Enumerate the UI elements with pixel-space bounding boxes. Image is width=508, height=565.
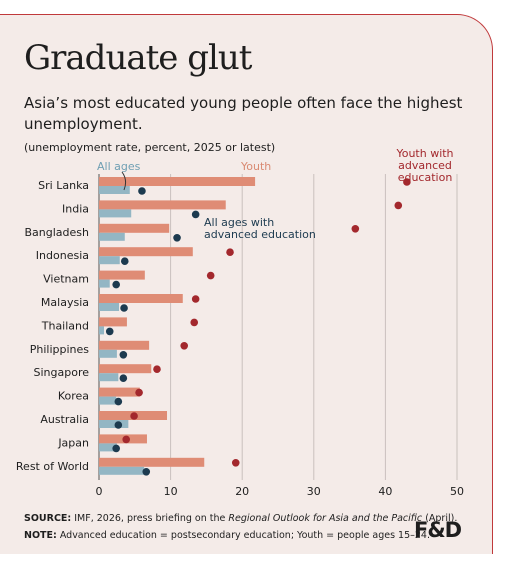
bar	[99, 443, 117, 452]
bar	[99, 317, 127, 327]
x-tick-label: 40	[378, 485, 392, 498]
y-tick-label: Thailand	[41, 319, 89, 332]
bar	[99, 364, 152, 374]
bar	[99, 326, 105, 335]
dot	[119, 374, 128, 383]
bar	[99, 387, 140, 397]
x-tick-label: 20	[235, 485, 249, 498]
bar	[99, 466, 145, 475]
dot	[191, 295, 200, 303]
y-tick-label: Singapore	[34, 366, 90, 379]
dot	[173, 234, 181, 242]
bar	[99, 294, 183, 303]
dot	[153, 365, 161, 374]
dot	[231, 459, 240, 467]
dot	[142, 468, 151, 476]
bar	[99, 373, 119, 382]
bar	[99, 270, 145, 280]
y-tick-label: Rest of World	[16, 460, 89, 473]
y-tick-label: Australia	[40, 413, 89, 426]
source-end: (April).	[425, 513, 458, 524]
x-tick-label: 10	[164, 485, 178, 498]
dot	[122, 435, 131, 444]
unit-note: (unemployment rate, percent, 2025 or lat…	[24, 141, 276, 154]
y-tick-label: Indonesia	[36, 249, 89, 262]
bar	[99, 200, 226, 210]
dot	[138, 187, 146, 195]
source-text: IMF, 2026, press briefing on the	[74, 513, 226, 524]
bar	[99, 396, 117, 405]
dot	[112, 444, 120, 453]
x-tick-label: 50	[450, 485, 464, 498]
dot	[226, 248, 234, 256]
bar	[99, 177, 256, 186]
x-tick-label: 30	[307, 485, 321, 498]
bar	[99, 457, 205, 467]
dot	[120, 304, 128, 312]
legend-label: Youth	[241, 160, 272, 173]
dot	[394, 201, 403, 210]
dot	[206, 271, 215, 280]
y-tick-label: Korea	[58, 390, 89, 403]
frame	[0, 14, 493, 554]
logo: F&D	[414, 518, 462, 542]
dot	[114, 421, 123, 429]
bar	[99, 279, 110, 288]
legend-label: All ages	[97, 160, 141, 173]
legend-label: All ages with advanced education	[204, 216, 316, 241]
bar	[99, 186, 130, 194]
dot	[190, 318, 199, 327]
y-tick-label: Japan	[57, 436, 89, 449]
y-tick-label: Philippines	[30, 343, 90, 356]
dot	[112, 280, 120, 289]
y-tick-label: Malaysia	[41, 296, 89, 309]
note: NOTE: Advanced education = postsecondary…	[24, 530, 430, 541]
bar	[99, 340, 150, 350]
dot	[114, 397, 123, 406]
dot	[105, 327, 114, 336]
bar	[99, 256, 120, 265]
legend-pointer	[121, 171, 127, 191]
bar	[99, 349, 117, 358]
x-tick-label: 0	[96, 485, 103, 498]
bar	[99, 247, 193, 257]
subtitle: Asia’s most educated young people often …	[24, 94, 463, 133]
y-tick-label: Bangladesh	[25, 226, 90, 239]
dot	[403, 178, 411, 186]
note-text: Advanced education = postsecondary educa…	[59, 530, 430, 541]
note-label: NOTE:	[24, 530, 57, 541]
dot	[135, 388, 143, 397]
legend-label: Youth with advanced education	[396, 147, 454, 184]
y-tick-label: Vietnam	[43, 273, 89, 286]
source-italic: Regional Outlook for Asia and the Pacifi…	[228, 513, 423, 524]
dot	[180, 342, 189, 350]
bar	[99, 232, 125, 241]
y-tick-label: India	[62, 202, 89, 215]
y-tick-label: Sri Lanka	[38, 179, 89, 192]
dot	[351, 225, 360, 233]
dot	[191, 210, 200, 219]
source: SOURCE: IMF, 2026, press briefing on the…	[24, 513, 457, 524]
chart-title: Graduate glut	[24, 38, 252, 78]
bar	[99, 420, 129, 428]
dot	[119, 351, 128, 359]
source-label: SOURCE:	[24, 513, 72, 524]
dot	[120, 257, 129, 266]
bar	[99, 303, 120, 311]
dot	[130, 412, 138, 420]
bar	[99, 209, 132, 218]
bar	[99, 223, 170, 233]
